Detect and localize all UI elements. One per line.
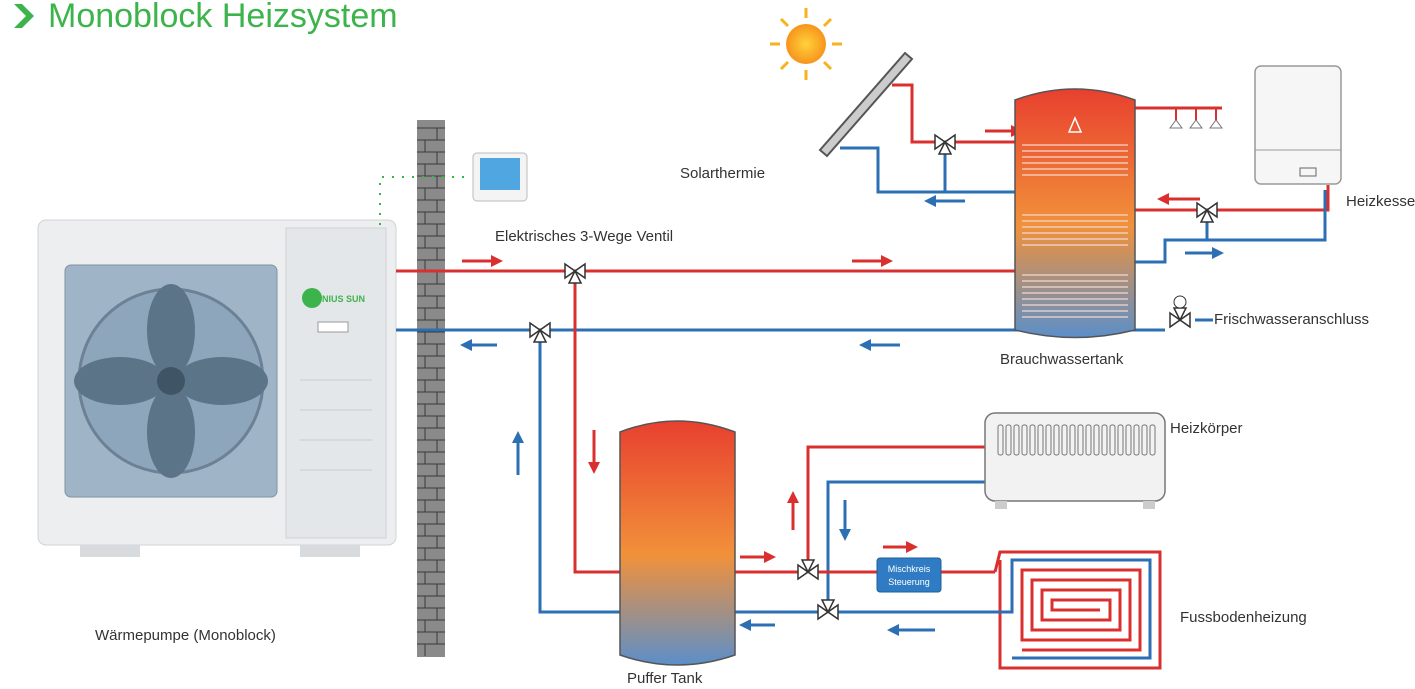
rect <box>1143 501 1155 509</box>
polyline <box>1130 190 1325 262</box>
page: Monoblock Heizsystem Solarthermie NIUS S… <box>0 0 1415 689</box>
rect <box>1255 66 1341 184</box>
circle <box>786 24 826 64</box>
ellipse <box>176 357 268 405</box>
polyline <box>840 148 1020 192</box>
rect <box>995 501 1007 509</box>
polyline <box>808 447 985 562</box>
circle <box>157 367 185 395</box>
mixer-control: Mischkreis Steuerung <box>877 558 941 592</box>
label: Solarthermie <box>680 165 765 182</box>
polygon <box>820 53 912 156</box>
brand: NIUS SUN <box>322 294 365 304</box>
heat-pump: NIUS SUN Wärmepumpe (Monoblock) <box>38 220 396 644</box>
rect <box>318 322 348 332</box>
g <box>1170 120 1222 128</box>
polyline <box>1130 185 1328 210</box>
label: Mischkreis <box>888 564 931 574</box>
path <box>1210 120 1222 128</box>
rect <box>80 545 140 557</box>
floor-heating: Fussbodenheizung <box>995 552 1307 668</box>
controller <box>380 153 527 225</box>
circle <box>1174 296 1186 308</box>
line <box>824 62 831 69</box>
wall <box>417 120 445 657</box>
sun <box>770 8 842 80</box>
rect <box>286 228 386 538</box>
ellipse <box>147 386 195 478</box>
title: Monoblock Heizsystem <box>48 0 398 35</box>
label: Heizkörper <box>1170 420 1243 437</box>
label: Frischwasseranschluss <box>1214 311 1369 328</box>
path <box>1015 89 1135 338</box>
circle <box>302 288 322 308</box>
polyline <box>892 85 1030 142</box>
chevron <box>14 4 34 28</box>
rect <box>300 545 360 557</box>
rect <box>480 158 520 190</box>
label: Fussbodenheizung <box>1180 609 1307 626</box>
ellipse <box>147 284 195 376</box>
label: Puffer Tank <box>627 670 703 687</box>
label: Brauchwassertank <box>1000 351 1124 368</box>
label: Elektrisches 3-Wege Ventil <box>495 228 673 245</box>
path <box>620 421 735 665</box>
pipes <box>396 85 1328 612</box>
path <box>1190 120 1202 128</box>
label: Steuerung <box>888 577 930 587</box>
path <box>1022 570 1140 650</box>
boiler: Heizkessel <box>1255 66 1415 210</box>
radiator: Heizkörper <box>985 413 1243 509</box>
diagram: Monoblock Heizsystem Solarthermie NIUS S… <box>0 0 1415 689</box>
buffer-tank: Puffer Tank <box>620 421 735 687</box>
rect <box>417 120 445 657</box>
label: Heizkessel <box>1346 193 1415 210</box>
ellipse <box>74 357 166 405</box>
path <box>1170 120 1182 128</box>
line <box>781 19 788 26</box>
label: Wärmepumpe (Monoblock) <box>95 627 276 644</box>
title-block: Monoblock Heizsystem <box>14 0 398 35</box>
line <box>781 62 788 69</box>
line <box>824 19 831 26</box>
